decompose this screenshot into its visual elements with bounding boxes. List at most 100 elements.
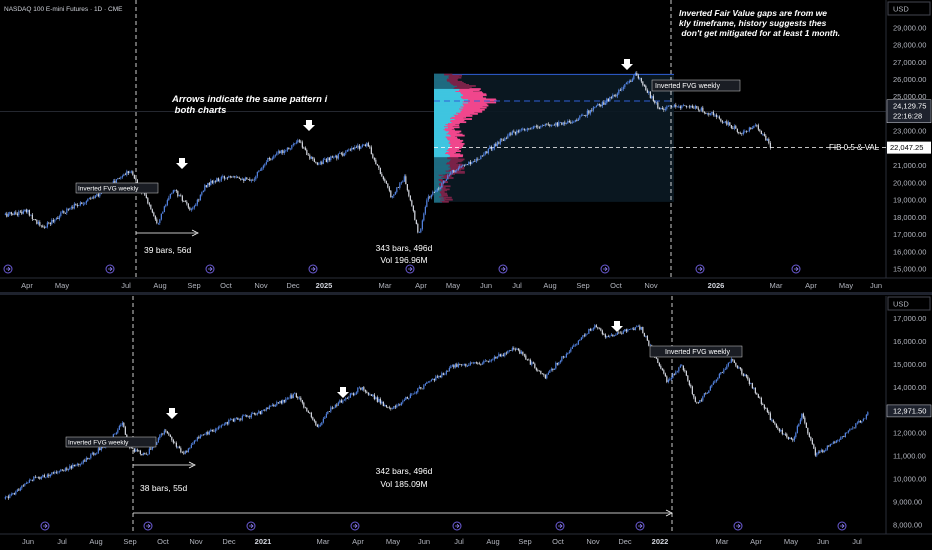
profile-bar-down [450,142,465,145]
candle-body [684,105,686,106]
y-tick-label: 17,000.00 [893,314,926,323]
profile-bar-down [445,123,456,126]
candle-body [600,105,602,107]
candle-body [682,365,684,371]
candle-body [555,362,557,369]
candle-body [354,146,356,150]
profile-bar-up [434,148,448,150]
candle-body [222,176,224,177]
bottom-pane[interactable]: USD 8,000.009,000.0010,000.0011,000.0012… [0,296,932,546]
candle-body [418,387,420,389]
candle-body [712,112,714,115]
event-marker-icon [40,521,50,531]
candle-body [94,195,96,198]
candle-body [48,474,50,477]
bottom-annotations: 12,971.50 Inverted FVG weekly Inverted FVG… [40,321,932,531]
candle-body [7,213,9,217]
event-marker-glyph [43,523,48,529]
candle-body [783,434,785,435]
candle-body [336,404,338,406]
profile-bar-up [434,81,451,84]
candle-body [534,363,536,369]
candle-body [543,125,545,126]
candle-body [487,148,489,154]
candle-body [196,199,198,205]
profile-bar-up [434,124,448,127]
candle-body [97,448,99,453]
candle-body [43,475,45,478]
candle-body [367,143,369,147]
profile-bar-up [434,192,442,195]
profile-bar-up [434,160,450,163]
candle-body [687,375,689,381]
candle-body [708,390,710,394]
candle-body [490,359,492,361]
candle-body [277,151,279,153]
candle-body [772,419,774,423]
candle-body [504,138,506,141]
candle-body [487,361,489,362]
candle-body [799,419,801,424]
candle-body [646,335,648,341]
candle-body [594,107,596,108]
top-pane[interactable]: NASDAQ 100 E-mini Futures · 1D · CME USD… [0,0,932,290]
candle-body [765,408,767,409]
candle-body [561,122,563,125]
candle-body [661,108,663,110]
candle-body [564,122,566,124]
candle-body [30,214,32,216]
candle-body [685,105,687,107]
candle-body [477,363,479,364]
profile-bar-down [448,138,460,141]
candle-body [444,374,446,375]
profile-bar-up [434,106,463,109]
event-marker-glyph [108,266,113,272]
x-tick-label: 2022 [652,537,669,546]
candle-body [379,168,381,174]
candle-body [163,206,165,213]
candle-body [681,365,683,367]
candle-body [313,419,315,422]
candle-body [306,407,308,412]
profile-bar-down [449,154,464,157]
x-tick-label: Nov [644,281,658,290]
candle-body [700,399,702,401]
candle-body [562,356,564,358]
x-tick-label: Nov [586,537,600,546]
x-tick-label: Aug [89,537,102,546]
candle-body [252,413,254,414]
candle-body [423,213,425,221]
pattern-arrow-icon [176,158,188,169]
candle-body [796,426,798,433]
candle-body [255,176,257,180]
candle-body [604,102,606,105]
candle-body [831,443,833,445]
candle-body [516,130,518,134]
candle-body [307,411,309,413]
candle-body [612,94,614,98]
event-marker-glyph [736,523,741,529]
candle-body [24,209,26,212]
event-marker-glyph [249,523,254,529]
profile-bar-down [449,76,462,79]
candle-body [603,102,605,105]
candle-body [151,446,153,450]
candle-body [624,84,626,88]
profile-bar-down [440,180,447,182]
candle-body [828,445,830,447]
profile-bar-up [434,142,451,145]
profile-bar-up [434,101,469,104]
candle-body [70,207,72,209]
candle-body [349,149,351,151]
candle-body [222,424,224,426]
candle-body [519,129,521,132]
candle-body [670,105,672,107]
candle-body [574,344,576,346]
candle-body [502,139,504,141]
profile-bar-down [441,189,448,192]
candle-body [475,158,477,162]
event-marker-icon [498,264,508,274]
candle-body [379,398,381,404]
candle-body [357,145,359,148]
